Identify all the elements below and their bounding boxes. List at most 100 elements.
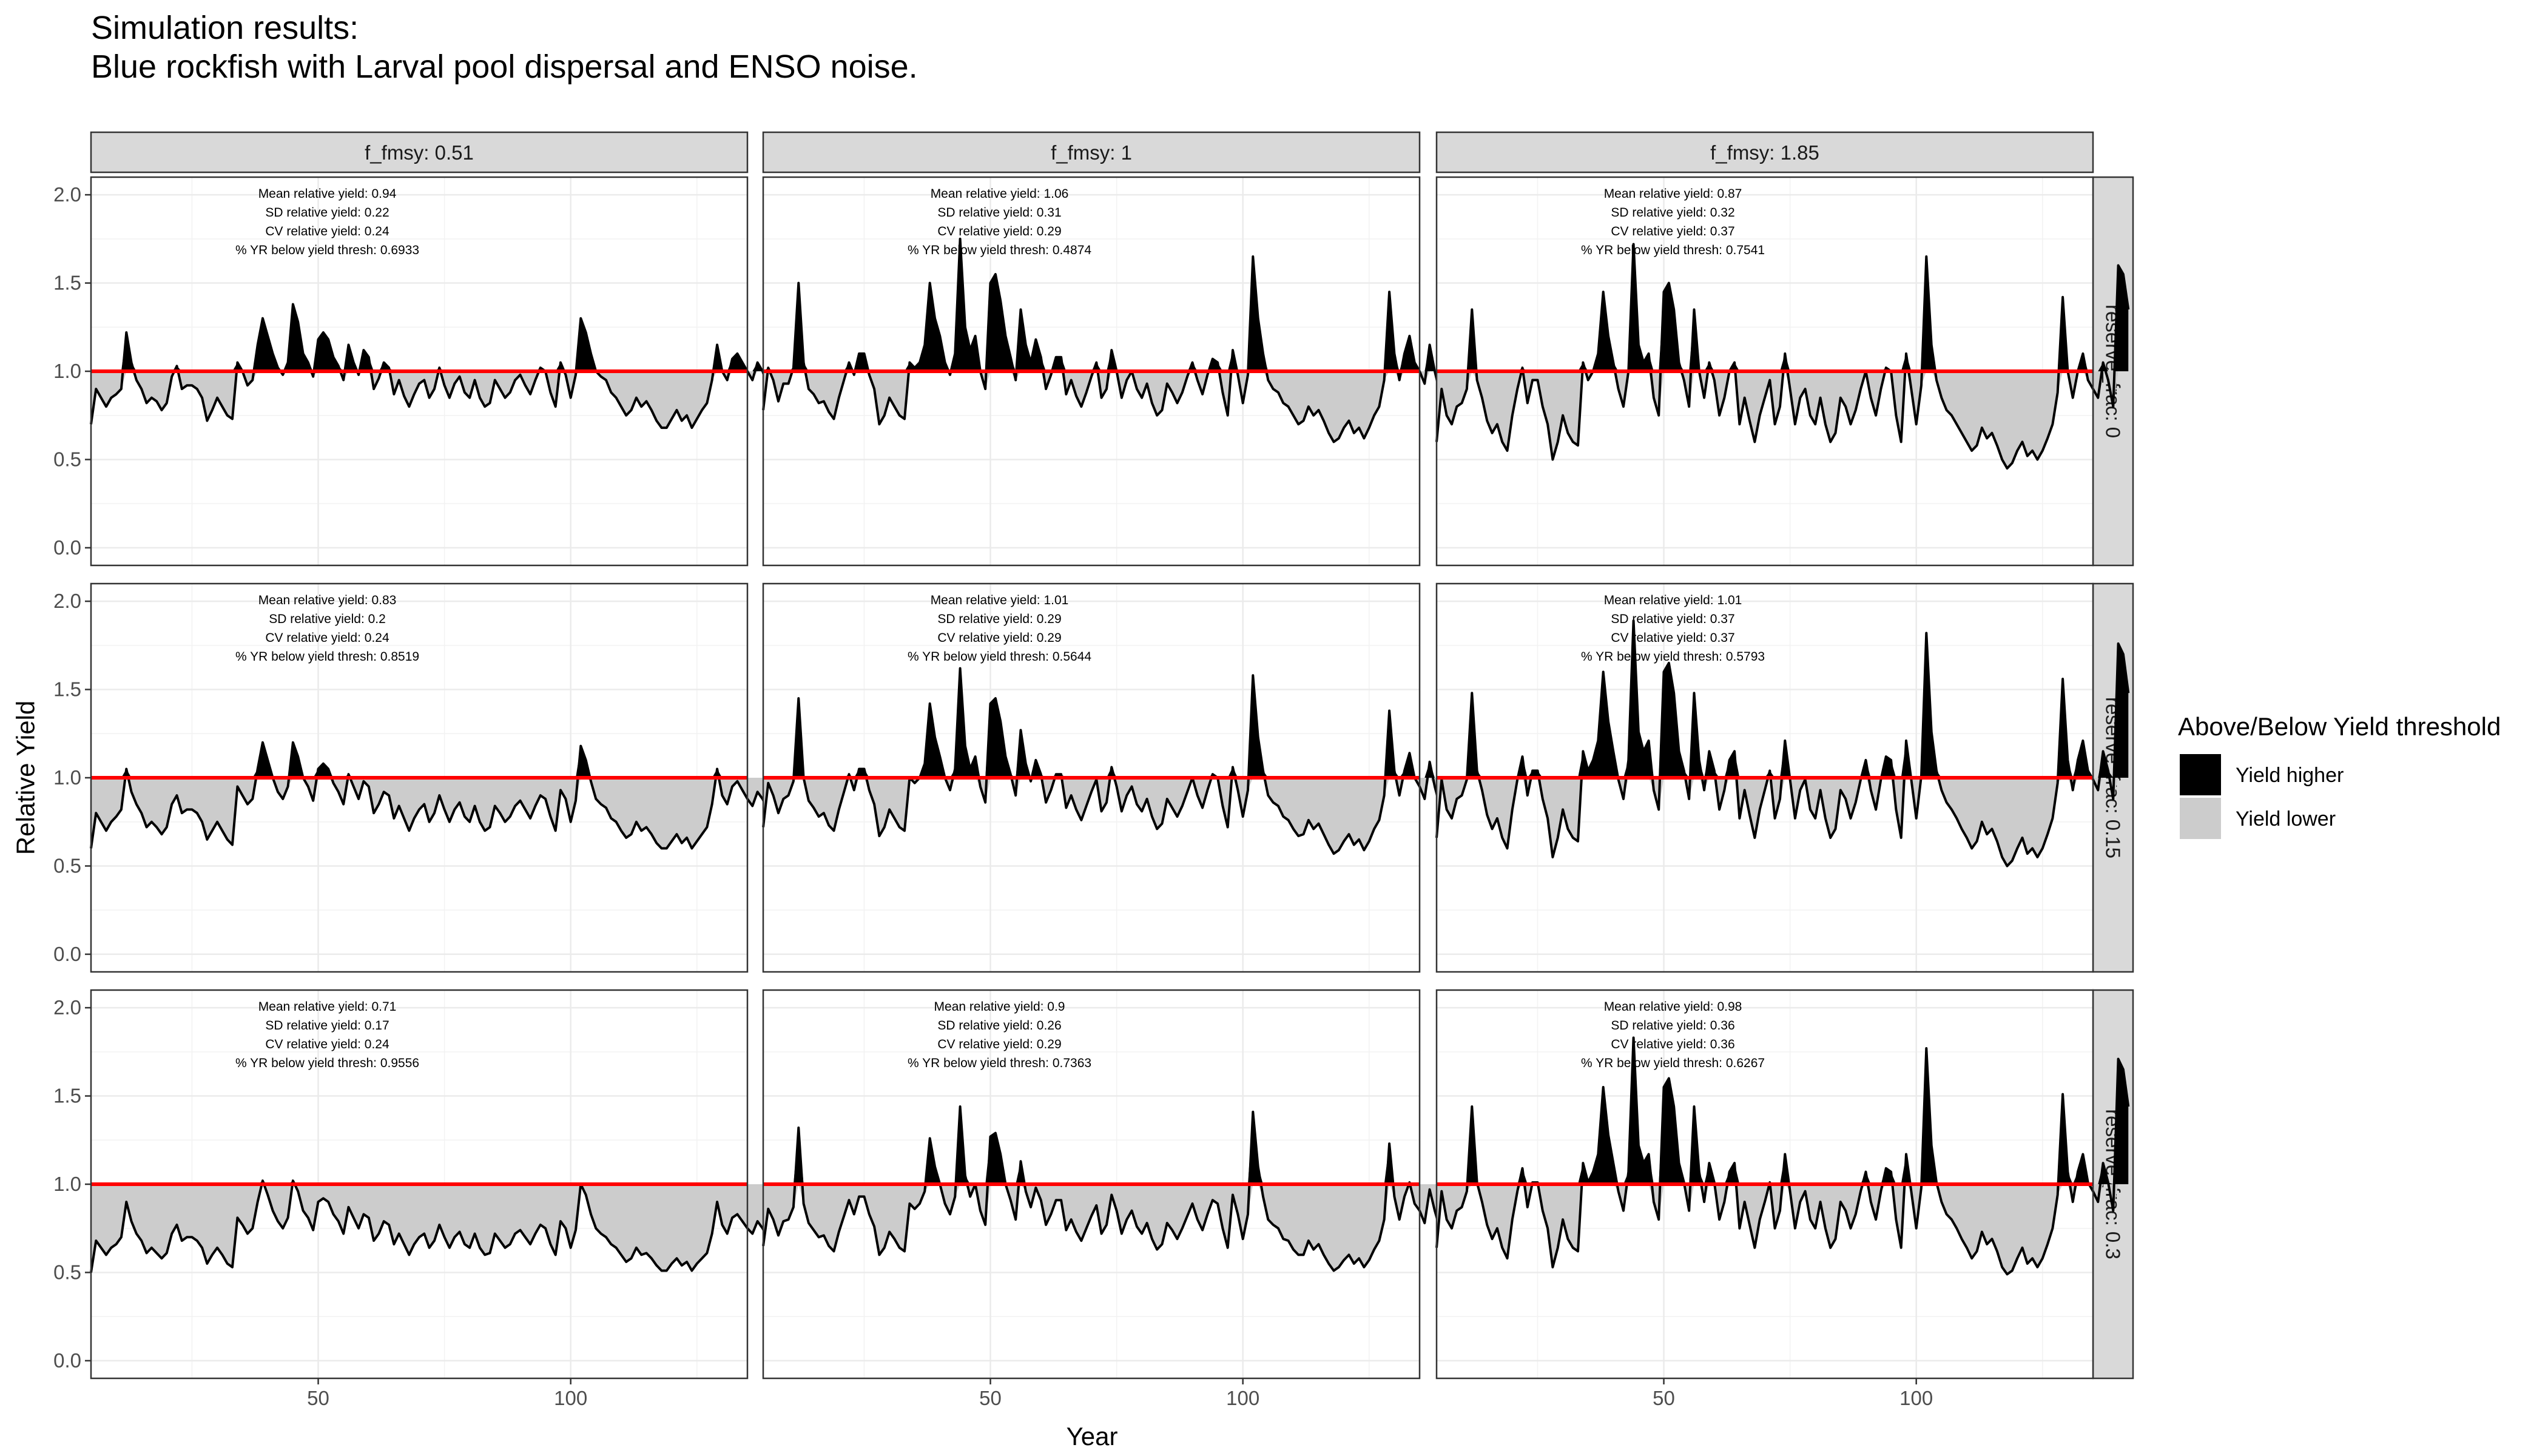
panel-stat-label: CV relative yield: 0.24 xyxy=(265,631,389,645)
panel-stat-label: SD relative yield: 0.22 xyxy=(265,206,389,220)
x-tick-label: 50 xyxy=(1653,1387,1675,1409)
panel-stat-label: SD relative yield: 0.2 xyxy=(269,612,386,626)
y-tick-label: 0.5 xyxy=(53,1261,81,1283)
facet-strip-label: f_fmsy: 1 xyxy=(1051,141,1132,164)
y-tick-label: 0.5 xyxy=(53,448,81,470)
x-tick-label: 100 xyxy=(554,1387,587,1409)
y-tick-label: 1.5 xyxy=(53,272,81,294)
area-yield-lower xyxy=(763,778,1455,854)
panel-stat-label: SD relative yield: 0.32 xyxy=(1611,206,1734,220)
facet-panel xyxy=(90,989,784,1380)
y-tick-label: 2.0 xyxy=(53,590,81,612)
panel-border xyxy=(1435,989,2094,1380)
panel-stat-label: CV relative yield: 0.36 xyxy=(1611,1037,1734,1051)
panel-border xyxy=(1435,582,2094,973)
facet-panel xyxy=(1435,176,2130,567)
legend-item-label: Yield higher xyxy=(2236,764,2344,787)
yield-series-line xyxy=(762,1105,1457,1272)
yield-series-line xyxy=(1435,619,2130,868)
y-tick-label: 2.0 xyxy=(53,183,81,206)
panel-stat-label: CV relative yield: 0.24 xyxy=(265,224,389,238)
panel-stat-label: Mean relative yield: 0.71 xyxy=(258,1000,397,1014)
area-yield-lower xyxy=(91,371,783,428)
area-yield-lower xyxy=(91,778,783,849)
yield-series-line xyxy=(90,1179,784,1273)
y-tick-label: 0.5 xyxy=(53,854,81,877)
y-tick-label: 0.0 xyxy=(53,943,81,965)
y-tick-label: 2.0 xyxy=(53,996,81,1019)
legend: Above/Below Yield threshold Yield higher Y… xyxy=(2178,712,2501,839)
panel-border xyxy=(1435,176,2094,567)
area-yield-lower xyxy=(1437,1184,2129,1275)
panel-border xyxy=(762,989,1421,1380)
y-tick-label: 1.0 xyxy=(53,360,81,382)
panel-stat-label: % YR below yield thresh: 0.7363 xyxy=(908,1056,1091,1070)
area-yield-lower xyxy=(91,1184,783,1273)
panel-stat-label: Mean relative yield: 0.9 xyxy=(934,1000,1065,1014)
x-tick-label: 50 xyxy=(307,1387,329,1409)
x-axis-title: Year xyxy=(1067,1422,1118,1451)
panel-stat-label: % YR below yield thresh: 0.7541 xyxy=(1581,243,1765,257)
panel-stat-label: SD relative yield: 0.17 xyxy=(265,1019,389,1033)
area-yield-lower xyxy=(1437,371,2129,468)
facet-strip-label: f_fmsy: 1.85 xyxy=(1710,141,1819,164)
area-yield-lower xyxy=(763,1184,1455,1271)
y-tick-label: 1.0 xyxy=(53,766,81,789)
panel-border xyxy=(762,582,1421,973)
panel-stat-label: Mean relative yield: 0.87 xyxy=(1604,187,1742,201)
panel-stat-label: CV relative yield: 0.29 xyxy=(937,1037,1061,1051)
panel-stat-label: Mean relative yield: 1.01 xyxy=(1604,593,1742,607)
y-tick-label: 0.0 xyxy=(53,1349,81,1372)
facet-strip-col xyxy=(90,131,749,174)
panel-stat-label: % YR below yield thresh: 0.5644 xyxy=(908,650,1091,664)
area-yield-lower xyxy=(1437,778,2129,866)
area-yield-higher xyxy=(1437,621,2129,778)
facet-panel xyxy=(1435,582,2130,973)
panel-stat-label: CV relative yield: 0.24 xyxy=(265,1037,389,1051)
panel-stat-label: SD relative yield: 0.36 xyxy=(1611,1019,1734,1033)
panel-stat-label: CV relative yield: 0.37 xyxy=(1611,224,1734,238)
panel-border xyxy=(762,176,1421,567)
area-yield-higher xyxy=(91,304,783,371)
yield-series-line xyxy=(90,303,784,430)
area-yield-higher xyxy=(763,668,1455,778)
panel-stat-label: Mean relative yield: 0.83 xyxy=(258,593,397,607)
panel-stat-label: % YR below yield thresh: 0.4874 xyxy=(908,243,1091,257)
facet-strip-col xyxy=(762,131,1421,174)
y-tick-label: 1.5 xyxy=(53,678,81,701)
panel-stat-label: % YR below yield thresh: 0.8519 xyxy=(235,650,419,664)
facet-strip-label: f_fmsy: 0.51 xyxy=(365,141,474,164)
yield-series-line xyxy=(90,741,784,850)
panel-stat-label: % YR below yield thresh: 0.5793 xyxy=(1581,650,1765,664)
legend-swatch-lower xyxy=(2180,798,2221,839)
facet-panel xyxy=(762,582,1457,973)
panel-stat-label: % YR below yield thresh: 0.6267 xyxy=(1581,1056,1765,1070)
y-axis-title: Relative Yield xyxy=(12,701,40,855)
panel-stat-label: Mean relative yield: 0.94 xyxy=(258,187,397,201)
yield-series-line xyxy=(1435,243,2130,470)
facet-panel xyxy=(762,989,1457,1380)
panel-stat-label: SD relative yield: 0.37 xyxy=(1611,612,1734,626)
panel-stat-label: SD relative yield: 0.26 xyxy=(937,1019,1061,1033)
facet-panel xyxy=(90,176,784,567)
facet-strip-col xyxy=(1435,131,2094,174)
panel-stat-label: CV relative yield: 0.37 xyxy=(1611,631,1734,645)
panel-stat-label: CV relative yield: 0.29 xyxy=(937,631,1061,645)
facet-panel xyxy=(90,582,784,973)
panel-stat-label: % YR below yield thresh: 0.6933 xyxy=(235,243,419,257)
legend-swatch-higher xyxy=(2180,754,2221,795)
yield-series-line xyxy=(762,667,1457,855)
legend-title: Above/Below Yield threshold xyxy=(2178,712,2501,741)
x-tick-label: 100 xyxy=(1226,1387,1259,1409)
legend-item-label: Yield lower xyxy=(2236,807,2336,831)
panel-stat-label: Mean relative yield: 0.98 xyxy=(1604,1000,1742,1014)
area-yield-higher xyxy=(763,238,1455,371)
y-tick-label: 1.5 xyxy=(53,1085,81,1107)
facet-panel xyxy=(762,176,1457,567)
y-tick-label: 0.0 xyxy=(53,536,81,559)
area-yield-lower xyxy=(763,371,1455,442)
facet-panel xyxy=(1435,989,2130,1380)
x-tick-label: 100 xyxy=(1899,1387,1933,1409)
panel-stat-label: % YR below yield thresh: 0.9556 xyxy=(235,1056,419,1070)
